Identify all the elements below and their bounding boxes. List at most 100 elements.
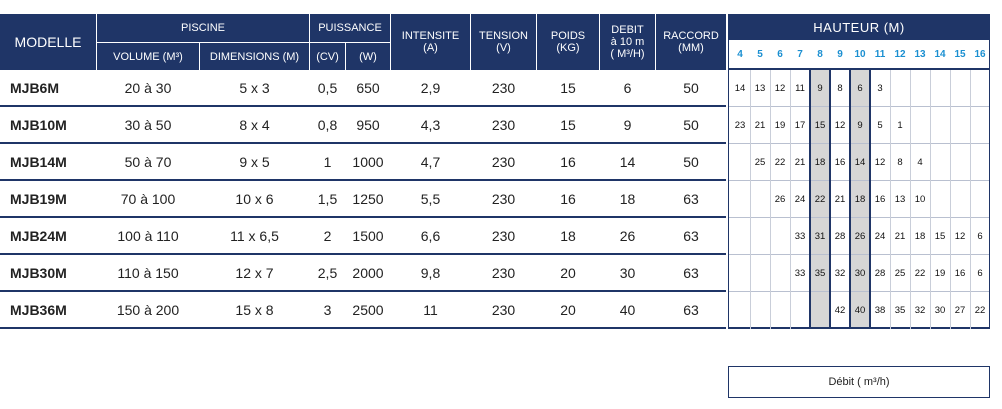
cell-w: 2500 <box>352 301 384 318</box>
cell-cv: 0,8 <box>317 116 338 133</box>
flow-cell <box>930 107 950 143</box>
cell-w: 2000 <box>352 264 384 281</box>
flow-cell <box>750 181 770 217</box>
flow-row: 42 40 38 35 32 30 27 22 <box>728 292 990 329</box>
flow-cell: 12 <box>954 230 966 242</box>
flow-cell: 22 <box>914 267 926 279</box>
header-intensite-label: INTENSITE <box>401 30 460 42</box>
flow-cell: 10 <box>914 193 926 205</box>
flow-cell <box>950 107 970 143</box>
height-label: 10 <box>854 48 866 60</box>
table-row: MJB19M 70 à 100 10 x 6 1,5 1250 5,5 230 16 18 63 <box>0 181 726 218</box>
hauteur-title: HAUTEUR (M) <box>728 14 990 40</box>
flow-cell: 6 <box>977 230 983 242</box>
flow-cell <box>950 144 970 180</box>
header-dimensions: DIMENSIONS (M) <box>209 50 300 63</box>
cell-cv: 0,5 <box>317 79 338 96</box>
spec-table-header: MODELLE PISCINE VOLUME (M³) DIMENSIONS (… <box>0 14 726 70</box>
flow-cell <box>930 70 950 106</box>
flow-cell: 35 <box>894 304 906 316</box>
flow-cell: 21 <box>754 119 766 131</box>
hauteur-panel: HAUTEUR (M) 4 5 6 7 8 9 10 11 12 13 14 15 16 14 13 12 11… <box>728 14 990 329</box>
height-label: 12 <box>894 48 906 60</box>
cell-tension: 230 <box>491 227 516 244</box>
flow-cell: 42 <box>834 304 846 316</box>
flow-cell: 21 <box>894 230 906 242</box>
flow-cell: 26 <box>774 193 786 205</box>
table-row: MJB10M 30 à 50 8 x 4 0,8 950 4,3 230 15 9 50 <box>0 107 726 144</box>
height-label: 8 <box>817 48 823 60</box>
cell-model: MJB10M <box>10 116 67 133</box>
cell-cv: 1 <box>323 153 332 170</box>
flow-cell: 17 <box>794 119 806 131</box>
flow-cell <box>950 181 970 217</box>
flow-cell: 22 <box>814 193 826 205</box>
flow-cell <box>750 218 770 254</box>
flow-cell <box>790 292 810 328</box>
header-poids-unit: (KG) <box>556 42 580 54</box>
cell-raccord: 50 <box>683 116 699 133</box>
cell-volume: 150 à 200 <box>116 301 180 318</box>
flow-cell: 22 <box>774 156 786 168</box>
header-raccord-unit: (MM) <box>678 42 704 54</box>
flow-cell <box>730 255 750 291</box>
cell-intensite: 2,9 <box>420 79 441 96</box>
flow-cell: 16 <box>834 156 846 168</box>
height-label: 6 <box>777 48 783 60</box>
cell-debit: 14 <box>619 153 636 170</box>
spec-table-body: MJB6M 20 à 30 5 x 3 0,5 650 2,9 230 15 6 50 MJB10M… <box>0 70 726 329</box>
flow-row: 14 13 12 11 9 8 6 3 <box>728 70 990 107</box>
flow-cell: 25 <box>754 156 766 168</box>
cell-cv: 2 <box>323 227 332 244</box>
flow-cell <box>910 70 930 106</box>
flow-cell: 14 <box>734 82 746 94</box>
flow-cell: 35 <box>814 267 826 279</box>
cell-dimensions: 12 x 7 <box>235 264 274 281</box>
cell-cv: 1,5 <box>317 190 338 207</box>
height-label: 15 <box>954 48 966 60</box>
flow-cell: 18 <box>854 193 866 205</box>
header-puissance: PUISSANCE <box>318 22 382 34</box>
cell-dimensions: 11 x 6,5 <box>230 227 279 244</box>
height-label: 11 <box>874 48 886 60</box>
cell-intensite: 5,5 <box>420 190 441 207</box>
cell-model: MJB36M <box>10 301 67 318</box>
debit-footer: Débit ( m³/h) <box>728 366 990 398</box>
height-label: 9 <box>837 48 843 60</box>
cell-tension: 230 <box>491 264 516 281</box>
flow-cell: 30 <box>934 304 946 316</box>
table-row: MJB24M 100 à 110 11 x 6,5 2 1500 6,6 230 18 26 63 <box>0 218 726 255</box>
cell-dimensions: 10 x 6 <box>235 190 274 207</box>
cell-intensite: 11 <box>423 301 438 318</box>
cell-intensite: 6,6 <box>420 227 441 244</box>
header-tension-unit: (V) <box>496 42 511 54</box>
pump-spec-table: MODELLE PISCINE VOLUME (M³) DIMENSIONS (… <box>0 14 726 329</box>
cell-volume: 30 à 50 <box>124 116 172 133</box>
flow-cell: 11 <box>795 82 805 94</box>
cell-intensite: 9,8 <box>420 264 441 281</box>
cell-w: 1500 <box>352 227 384 244</box>
cell-raccord: 50 <box>683 153 699 170</box>
flow-cell: 21 <box>794 156 806 168</box>
cell-debit: 18 <box>619 190 636 207</box>
cell-w: 950 <box>356 116 380 133</box>
cell-poids: 15 <box>560 79 576 96</box>
cell-intensite: 4,7 <box>420 153 441 170</box>
hauteur-grid: 4 5 6 7 8 9 10 11 12 13 14 15 16 14 13 12 11 9 8 6 3 23 21 19 17… <box>728 40 990 329</box>
flow-cell: 33 <box>794 230 806 242</box>
header-piscine: PISCINE <box>180 22 225 34</box>
flow-cell <box>730 144 750 180</box>
cell-debit: 9 <box>623 116 632 133</box>
cell-model: MJB19M <box>10 190 67 207</box>
cell-w: 1000 <box>352 153 384 170</box>
flow-cell: 31 <box>814 230 826 242</box>
table-row: MJB36M 150 à 200 15 x 8 3 2500 11 230 20 40 63 <box>0 292 726 329</box>
cell-raccord: 63 <box>683 301 699 318</box>
cell-tension: 230 <box>491 79 516 96</box>
height-label: 7 <box>797 48 803 60</box>
table-row: MJB30M 110 à 150 12 x 7 2,5 2000 9,8 230 20 30 63 <box>0 255 726 292</box>
flow-row: 25 22 21 18 16 14 12 8 4 <box>728 144 990 181</box>
cell-poids: 15 <box>560 116 576 133</box>
cell-dimensions: 15 x 8 <box>235 301 274 318</box>
flow-cell <box>930 181 950 217</box>
